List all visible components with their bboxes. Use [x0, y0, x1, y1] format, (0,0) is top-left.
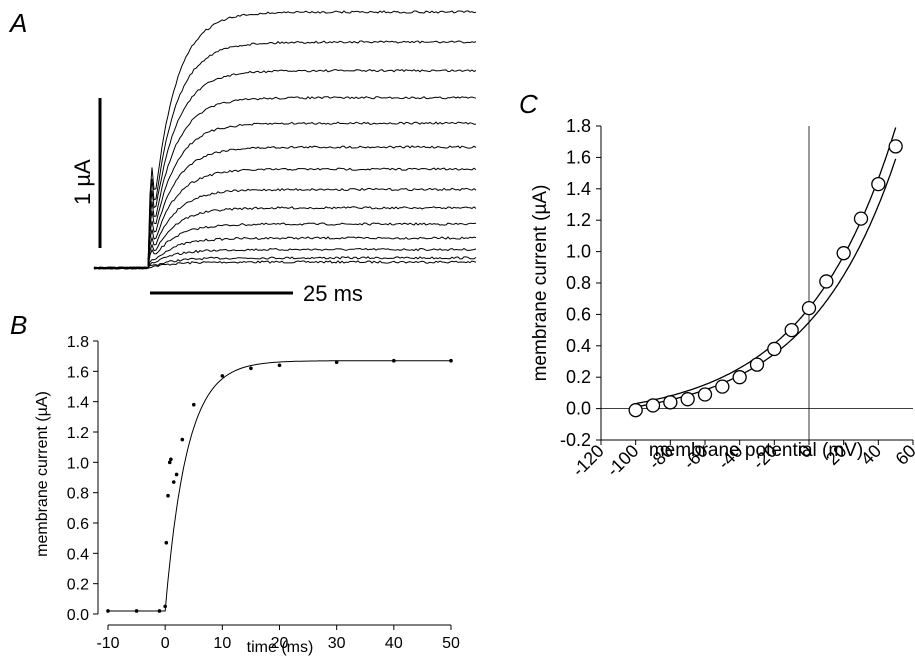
- current-trace: [93, 10, 477, 270]
- current-trace: [93, 69, 477, 270]
- panel-b-data-point: [220, 374, 225, 378]
- panel-b-data-point: [277, 363, 282, 368]
- panel-c-data-point: [836, 246, 851, 261]
- panel-b-xtick-label: 10: [213, 635, 231, 652]
- panel-b-ytick-label: 1.0: [67, 455, 89, 472]
- current-trace: [93, 222, 477, 270]
- panel-b-xlabel: time (ms): [247, 639, 314, 656]
- panel-b-data-point: [334, 360, 339, 365]
- panel-c-ytick-label: 1.0: [566, 242, 591, 262]
- panel-c-data-point: [819, 274, 834, 289]
- panel-c-data-point: [784, 322, 799, 338]
- panel-c-ytick-label: 0.6: [566, 304, 591, 324]
- panel-b-xtick-label: 50: [442, 635, 460, 652]
- panel-c-fit-curve-2: [635, 158, 897, 408]
- current-trace: [93, 40, 477, 270]
- panel-c-xlabel: membrane potential (mV): [649, 440, 863, 461]
- panel-c-ylabel: membrane current (µA): [530, 185, 551, 382]
- panel-b-data-point: [180, 437, 185, 442]
- panel-c-data-point: [628, 403, 643, 418]
- panel-c-xtick-label: 60: [892, 441, 915, 469]
- panel-b-ytick-label: 1.2: [67, 425, 89, 442]
- panel-b-data-point: [449, 358, 453, 363]
- panel-b-xtick-label: -10: [96, 635, 119, 652]
- panel-c-data-point: [749, 357, 765, 372]
- panel-c-data-point: [853, 211, 869, 226]
- panel-b-data-point: [191, 402, 196, 407]
- current-trace: [93, 121, 477, 270]
- panel-c-data-point: [680, 392, 695, 407]
- panel-b-ytick-label: 1.4: [67, 395, 89, 412]
- panel-label-a: A: [8, 8, 27, 38]
- panel-b-data-point: [157, 609, 162, 613]
- time-scale-label: 25 ms: [303, 281, 363, 306]
- panel-c-ytick-label: 0.2: [566, 367, 591, 387]
- panel-b-ytick-label: 0.8: [67, 486, 89, 503]
- current-trace: [93, 260, 477, 270]
- current-trace: [93, 96, 477, 270]
- panel-b-ytick-label: 0.0: [67, 607, 89, 624]
- panel-b-data-point: [106, 609, 110, 613]
- panel-b-ytick-label: 1.6: [67, 364, 89, 381]
- current-trace: [93, 187, 477, 270]
- panel-b-ylabel: membrane current (µA): [34, 391, 51, 557]
- panel-b-xtick-label: 0: [161, 635, 170, 652]
- panel-c-ytick-label: 1.8: [566, 116, 591, 136]
- panel-c-data-point: [767, 341, 782, 357]
- current-trace: [93, 247, 477, 270]
- panel-b-data-point: [166, 493, 170, 498]
- panel-a-traces: [93, 10, 477, 270]
- panel-c-data-point: [732, 370, 747, 385]
- panel-c-fit-curve: [635, 127, 897, 405]
- panel-c-data-point: [645, 398, 661, 413]
- current-trace: [93, 256, 477, 270]
- panel-b-data-point: [163, 604, 167, 609]
- current-trace: [93, 236, 477, 270]
- panel-c-xtick-label: -100: [603, 441, 643, 481]
- panel-b-data-point: [167, 460, 172, 465]
- panel-c-ytick-label: 1.6: [566, 147, 591, 167]
- panel-b-data-point: [134, 609, 139, 613]
- panel-b-plot: 0.0 0.2 0.4 0.6 0.8 1.0 1.2 1.4 1.6 1.8 -10 0 10 20 30…: [67, 334, 460, 652]
- panel-b-xtick-label: 30: [328, 635, 346, 652]
- panel-c-data-point: [888, 139, 903, 154]
- current-trace: [93, 206, 477, 270]
- panel-b-ytick-label: 0.6: [67, 516, 89, 533]
- current-trace: [93, 145, 477, 270]
- panel-b-ytick-label: 1.8: [67, 334, 89, 351]
- current-trace: [93, 167, 477, 270]
- panel-c-data-point: [715, 379, 730, 394]
- panel-c-data-point: [663, 395, 678, 410]
- panel-b-data-point: [249, 366, 253, 371]
- panel-label-c: C: [519, 89, 538, 119]
- panel-c-ytick-label: -0.2: [560, 430, 591, 450]
- panel-b-xtick-label: 40: [385, 635, 403, 652]
- panel-b-data-point: [164, 540, 169, 545]
- panel-c-data-point: [697, 387, 713, 402]
- current-scale-label: 1 µA: [70, 159, 95, 205]
- panel-b-data-point: [392, 358, 396, 363]
- panel-c-data-point: [871, 176, 886, 192]
- panel-c-ytick-label: 0.0: [566, 399, 591, 419]
- panel-b-xtick-label: 20: [271, 635, 289, 652]
- panel-b-data-point: [174, 472, 179, 477]
- panel-c-data-point: [801, 300, 817, 316]
- panel-c-ytick-label: 0.8: [566, 273, 591, 293]
- panel-b-data-point: [171, 480, 176, 484]
- panel-b-data-point: [169, 457, 173, 462]
- panel-b-ytick-label: 0.4: [67, 546, 89, 563]
- panel-b-fit-curve: [108, 360, 451, 612]
- panel-c-plot: -0.20.00.20.40.60.81.01.21.41.61.8-120-1…: [560, 116, 915, 480]
- panel-b-ytick-label: 0.2: [67, 577, 89, 594]
- panel-c-ytick-label: 1.2: [566, 210, 591, 230]
- panel-c-ytick-label: 0.4: [566, 336, 591, 356]
- panel-label-b: B: [10, 310, 27, 340]
- panel-c-ytick-label: 1.4: [566, 179, 591, 199]
